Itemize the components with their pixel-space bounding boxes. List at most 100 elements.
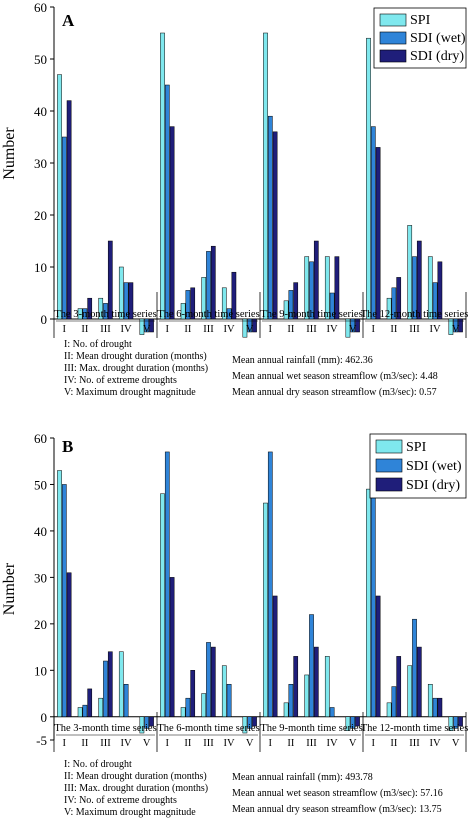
bar-sdi-dry	[210, 646, 216, 718]
category-label: V	[246, 324, 254, 335]
bar-sdi-wet	[82, 308, 88, 320]
legend-entry: SDI (wet)	[410, 31, 466, 46]
group-label: The 12-month time series	[361, 309, 469, 320]
category-label: I	[63, 324, 67, 335]
bar-sdi-dry	[437, 697, 443, 718]
category-label: IV	[121, 324, 132, 335]
bar-spi	[57, 74, 62, 320]
bar-sdi-wet	[432, 282, 438, 320]
bar-spi	[77, 707, 83, 718]
bar-sdi-dry	[293, 656, 299, 718]
bar-spi	[263, 32, 268, 320]
statistic-text: Mean annual dry season streamflow (m3/se…	[232, 804, 442, 815]
category-label: I	[372, 738, 376, 749]
bar-sdi-dry	[458, 716, 463, 727]
group-label: The 6-month time series	[157, 723, 259, 734]
y-tick-label: 0	[41, 312, 48, 327]
category-label: III	[306, 324, 317, 335]
bar-spi	[345, 716, 351, 731]
bar-sdi-dry	[272, 595, 278, 718]
chart-panel-b: -5 0 10 20 30 40 50 60 Number B The 3-month time s…	[1, 431, 469, 818]
bar-sdi-dry	[149, 716, 154, 727]
bar-sdi-dry	[334, 256, 340, 320]
y-tick-label: 10	[34, 260, 47, 275]
y-tick-label: 30	[34, 156, 47, 171]
bar-sdi-dry	[416, 240, 422, 320]
y-tick-label: -5	[36, 733, 47, 748]
y-tick-label: 50	[34, 477, 47, 492]
bar-spi	[242, 318, 248, 338]
category-label: III	[203, 738, 214, 749]
statistic-text: Mean annual dry season streamflow (m3/se…	[232, 387, 437, 398]
category-label: IV	[430, 324, 441, 335]
bar-sdi-wet	[185, 697, 191, 718]
category-label: V	[452, 324, 460, 335]
group-label: The 12-month time series	[361, 723, 469, 734]
legend-note: V: Maximum drought magnitude	[64, 807, 196, 818]
bar-sdi-wet	[247, 716, 253, 729]
bar-sdi-wet	[288, 683, 294, 718]
bar-spi	[263, 502, 268, 718]
bar-sdi-dry	[149, 318, 154, 333]
y-tick-label: 20	[34, 617, 47, 632]
category-label: V	[143, 738, 151, 749]
legend-note: IV: No. of extreme droughts	[64, 375, 177, 386]
bar-spi	[118, 266, 124, 320]
y-axis-label: Number	[1, 562, 18, 615]
bar-sdi-wet	[453, 318, 459, 333]
statistic-text: Mean annual rainfall (mm): 462.36	[232, 355, 373, 366]
statistic-text: Mean annual rainfall (mm): 493.78	[232, 772, 373, 783]
bar-sdi-dry	[87, 688, 93, 718]
bar-sdi-dry	[210, 245, 216, 320]
bar-sdi-dry	[107, 651, 113, 718]
bar-sdi-wet	[144, 716, 150, 729]
category-label: II	[184, 324, 191, 335]
panel-label: B	[62, 437, 73, 456]
bar-spi	[304, 674, 310, 718]
bar-spi	[221, 287, 227, 320]
category-label: II	[184, 738, 191, 749]
legend-entry: SDI (dry)	[410, 49, 464, 64]
bar-sdi-wet	[267, 115, 273, 320]
y-tick-label: 60	[34, 431, 47, 446]
bar-sdi-wet	[206, 642, 211, 718]
y-tick-label: 0	[41, 710, 48, 725]
bar-spi	[448, 318, 454, 335]
bar-sdi-wet	[309, 614, 314, 718]
bar-sdi-wet	[103, 303, 108, 320]
legend-swatch	[379, 31, 407, 45]
bar-sdi-wet	[82, 704, 88, 718]
category-label: IV	[430, 738, 441, 749]
bar-sdi-dry	[66, 572, 72, 718]
bar-spi	[386, 297, 392, 320]
bar-sdi-wet	[329, 292, 335, 320]
bar-sdi-wet	[185, 290, 191, 320]
bar-spi	[324, 656, 330, 718]
bar-spi	[221, 665, 227, 718]
category-label: IV	[224, 738, 235, 749]
bar-spi	[448, 716, 454, 731]
bar-sdi-dry	[355, 716, 360, 727]
y-tick-label: 50	[34, 52, 47, 67]
group-label: The 3-month time series	[54, 723, 156, 734]
legend-entry: SPI	[406, 440, 427, 455]
bar-sdi-dry	[252, 318, 257, 333]
bar-spi	[160, 32, 165, 320]
legend-swatch	[375, 458, 403, 473]
category-label: I	[63, 738, 67, 749]
category-label: II	[390, 738, 397, 749]
bar-sdi-wet	[103, 660, 108, 718]
bar-spi	[201, 693, 207, 718]
bar-sdi-wet	[309, 261, 314, 320]
legend-entry: SDI (wet)	[406, 459, 462, 474]
bar-spi	[427, 256, 433, 320]
legend-note: IV: No. of extreme droughts	[64, 795, 177, 806]
legend-note: I: No. of drought	[64, 759, 132, 770]
bar-sdi-wet	[247, 318, 253, 333]
bar-sdi-wet	[453, 716, 459, 729]
bar-spi	[386, 702, 392, 718]
legend-entry: SPI	[410, 13, 431, 28]
bar-sdi-dry	[128, 282, 134, 320]
category-label: III	[306, 738, 317, 749]
bar-spi	[139, 318, 145, 335]
